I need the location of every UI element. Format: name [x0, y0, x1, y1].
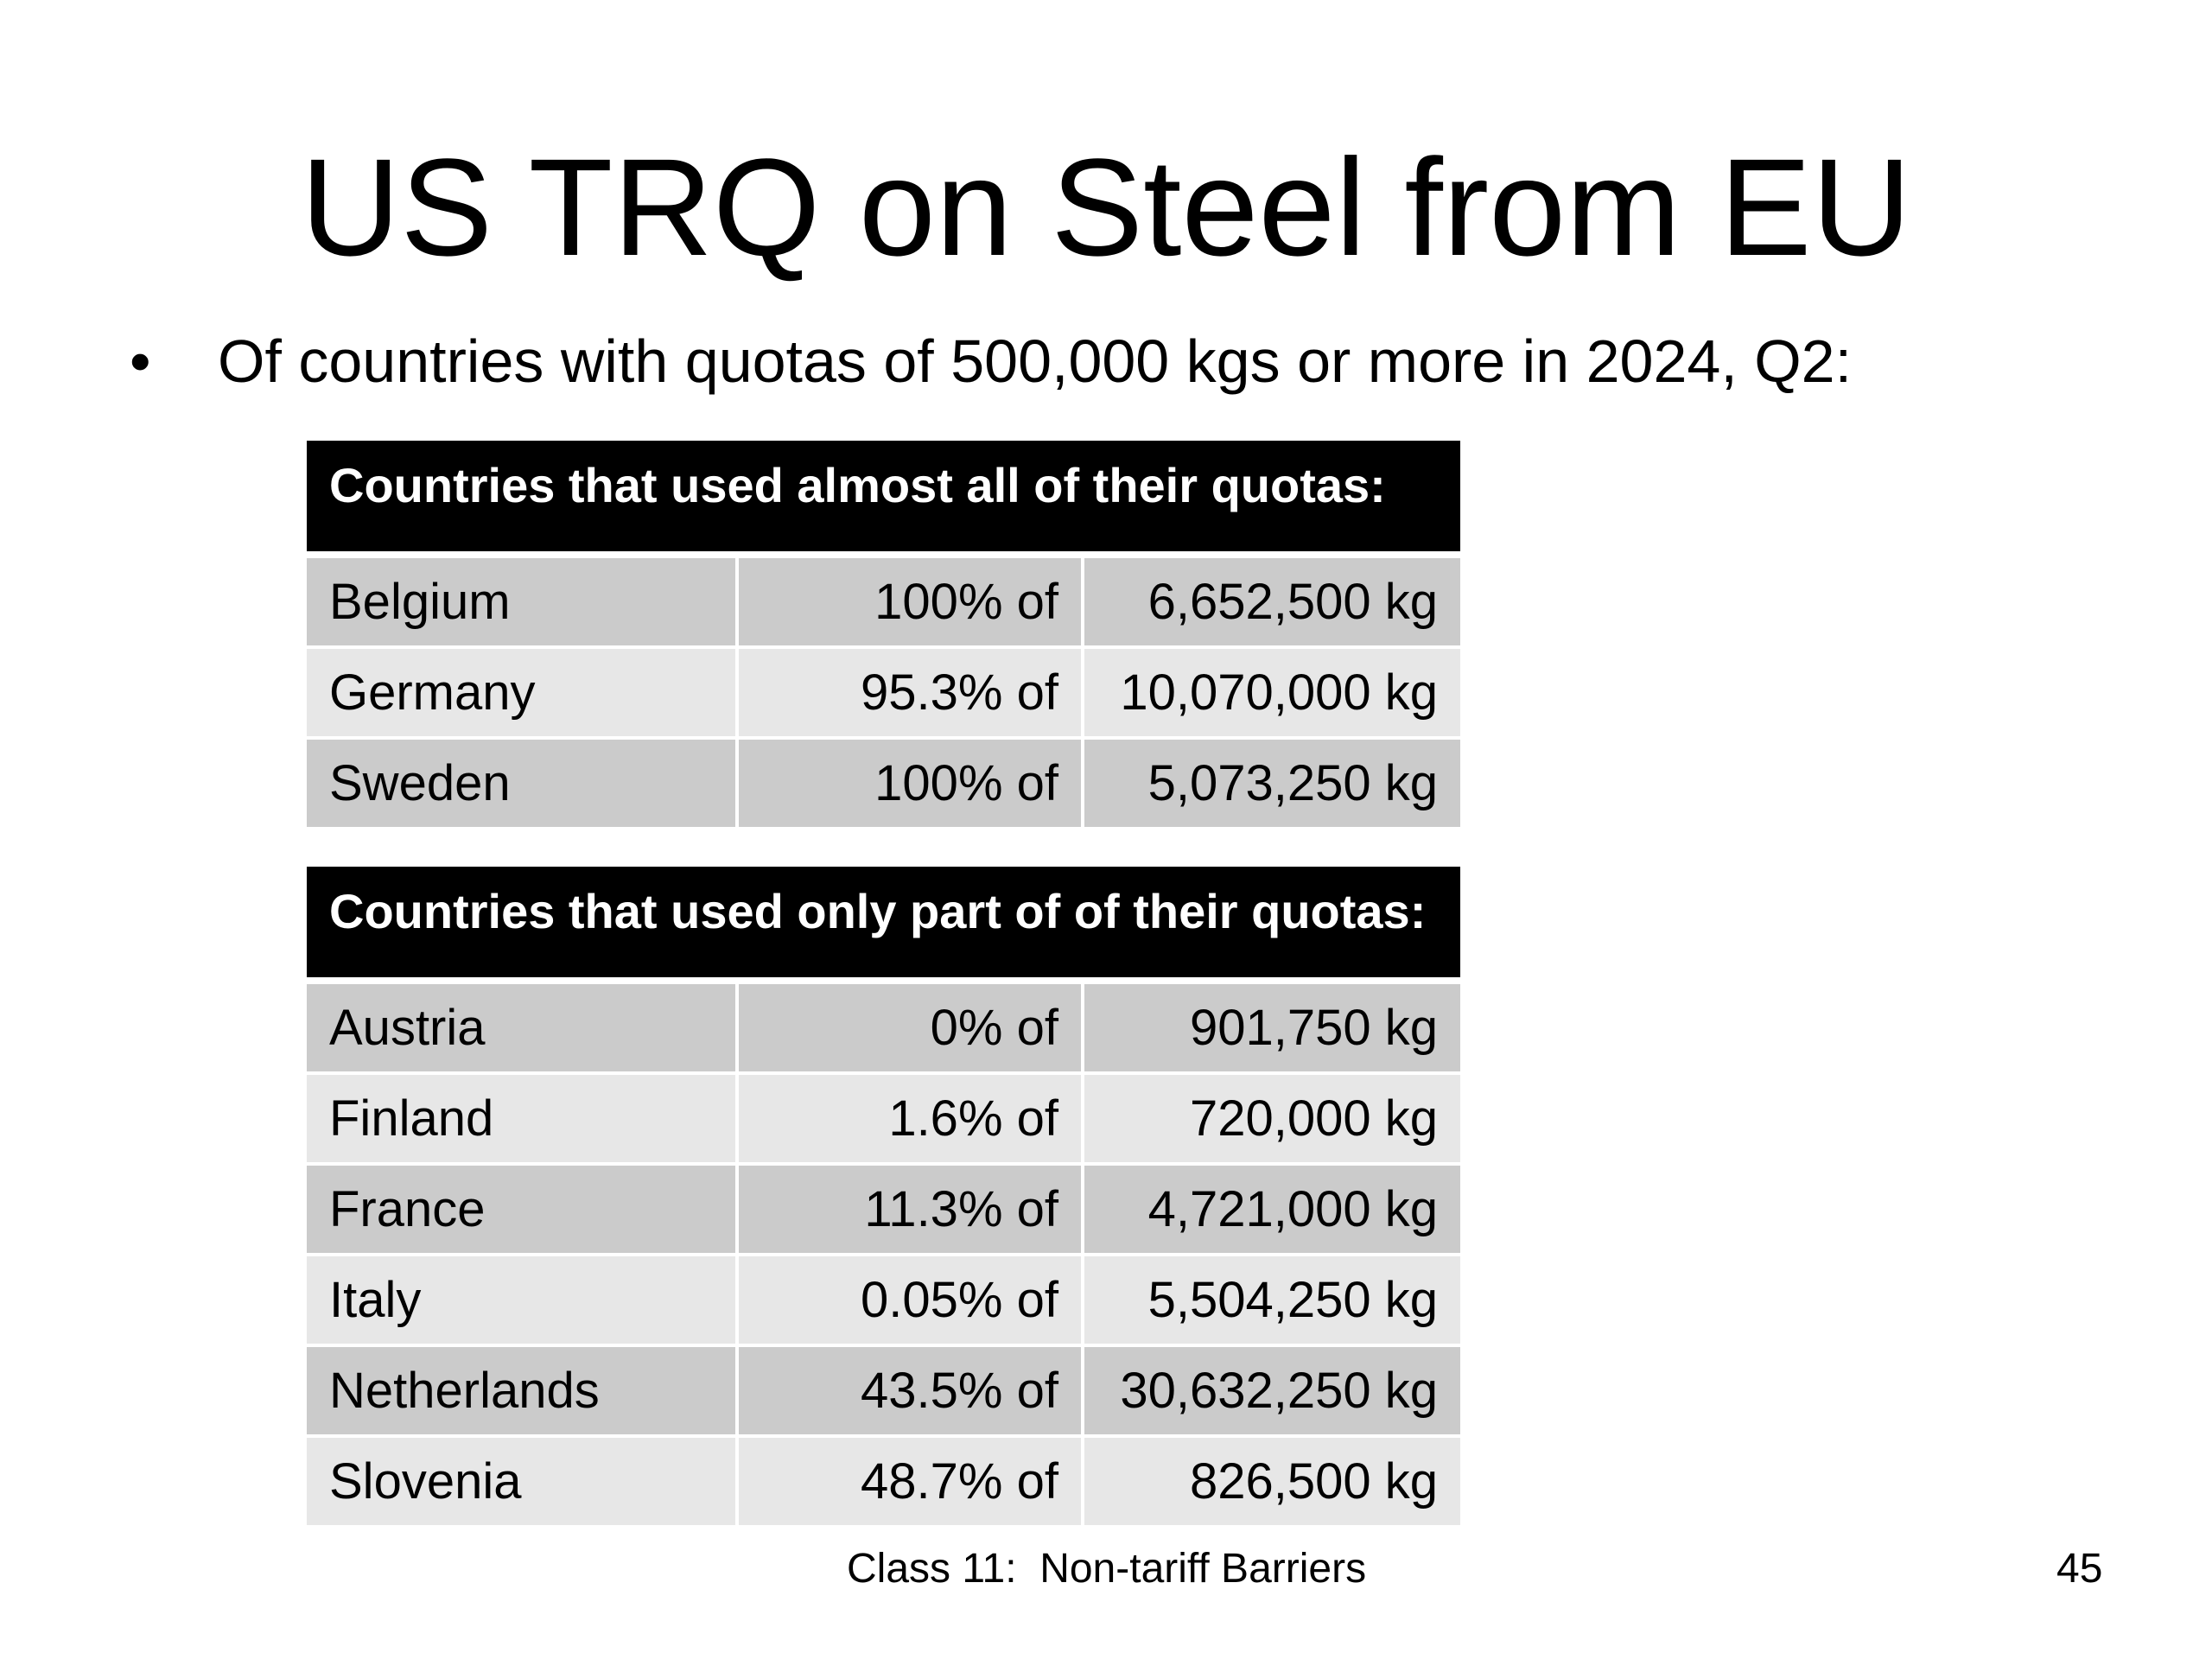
- quota-cell: 10,070,000 kg: [1084, 649, 1460, 736]
- table-full-usage: Countries that used almost all of their …: [307, 441, 1460, 830]
- percent-used-cell: 11.3% of: [739, 1166, 1081, 1253]
- country-cell: Slovenia: [307, 1438, 735, 1525]
- percent-used-cell: 43.5% of: [739, 1347, 1081, 1434]
- country-cell: Sweden: [307, 740, 735, 827]
- percent-used-cell: 0.05% of: [739, 1256, 1081, 1344]
- country-cell: Austria: [307, 984, 735, 1071]
- percent-used-cell: 0% of: [739, 984, 1081, 1071]
- percent-used-cell: 100% of: [739, 558, 1081, 645]
- table-row: France 11.3% of 4,721,000 kg: [307, 1166, 1460, 1253]
- table-partial-usage: Countries that used only part of of thei…: [307, 867, 1460, 1529]
- table-header: Countries that used almost all of their …: [307, 441, 1460, 551]
- bullet-text: Of countries with quotas of 500,000 kgs …: [218, 327, 1853, 395]
- page-number: 45: [2056, 1546, 2103, 1592]
- table-row: Italy 0.05% of 5,504,250 kg: [307, 1256, 1460, 1344]
- country-cell: France: [307, 1166, 735, 1253]
- country-cell: Germany: [307, 649, 735, 736]
- country-cell: Italy: [307, 1256, 735, 1344]
- table-divider: [307, 551, 1460, 558]
- percent-used-cell: 48.7% of: [739, 1438, 1081, 1525]
- country-cell: Finland: [307, 1075, 735, 1162]
- quota-cell: 5,504,250 kg: [1084, 1256, 1460, 1344]
- table-row: Netherlands 43.5% of 30,632,250 kg: [307, 1347, 1460, 1434]
- country-cell: Belgium: [307, 558, 735, 645]
- quota-cell: 720,000 kg: [1084, 1075, 1460, 1162]
- quota-cell: 826,500 kg: [1084, 1438, 1460, 1525]
- percent-used-cell: 1.6% of: [739, 1075, 1081, 1162]
- quota-cell: 6,652,500 kg: [1084, 558, 1460, 645]
- country-cell: Netherlands: [307, 1347, 735, 1434]
- table-row: Sweden 100% of 5,073,250 kg: [307, 740, 1460, 827]
- table-row: Belgium 100% of 6,652,500 kg: [307, 558, 1460, 645]
- quota-cell: 4,721,000 kg: [1084, 1166, 1460, 1253]
- table-divider: [307, 977, 1460, 984]
- table-row: Slovenia 48.7% of 826,500 kg: [307, 1438, 1460, 1525]
- quota-cell: 30,632,250 kg: [1084, 1347, 1460, 1434]
- table-row: Germany 95.3% of 10,070,000 kg: [307, 649, 1460, 736]
- quota-cell: 901,750 kg: [1084, 984, 1460, 1071]
- table-header: Countries that used only part of of thei…: [307, 867, 1460, 977]
- table-row: Austria 0% of 901,750 kg: [307, 984, 1460, 1071]
- slide-title: US TRQ on Steel from EU: [300, 130, 1912, 284]
- percent-used-cell: 100% of: [739, 740, 1081, 827]
- quota-cell: 5,073,250 kg: [1084, 740, 1460, 827]
- slide-footer: Class 11: Non-tariff Barriers: [847, 1546, 1367, 1592]
- table-row: Finland 1.6% of 720,000 kg: [307, 1075, 1460, 1162]
- percent-used-cell: 95.3% of: [739, 649, 1081, 736]
- bullet-marker: •: [130, 327, 151, 395]
